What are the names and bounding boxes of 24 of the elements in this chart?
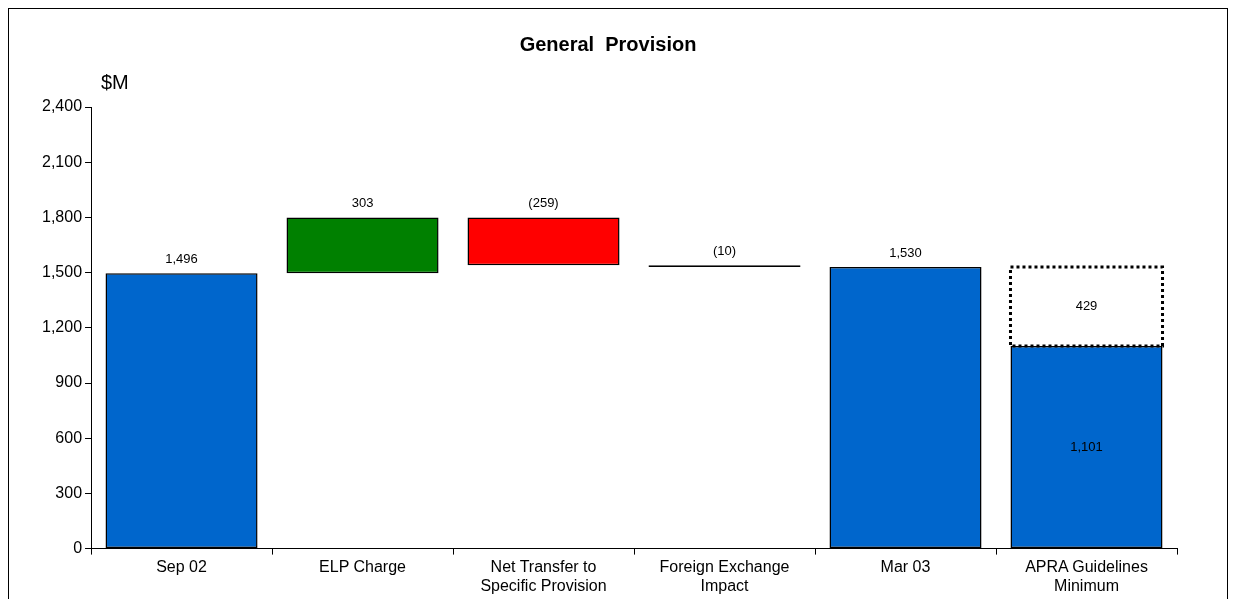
x-tick-label: Mar 03: [880, 557, 931, 575]
y-tick-label: 300: [55, 483, 83, 501]
data-label: 303: [351, 195, 374, 211]
data-label: 1,530: [889, 244, 922, 260]
data-label: 429: [1075, 298, 1098, 314]
x-tick-label: ELP Charge: [319, 557, 407, 575]
y-tick-label: 2,100: [41, 152, 83, 170]
x-tick-label: Sep 02: [156, 557, 207, 575]
y-tick-label: 2,400: [41, 97, 83, 115]
x-tick-label: Foreign Exchange Impact: [659, 557, 790, 594]
data-label: 1,101: [1070, 438, 1103, 454]
data-label: (10): [712, 242, 737, 258]
y-tick-label: 1,500: [41, 263, 83, 281]
data-label: 1,496: [165, 250, 198, 266]
y-tick-label: 1,200: [41, 318, 83, 336]
x-tick-label: APRA Guidelines Minimum: [1025, 557, 1148, 594]
y-tick-label: 900: [55, 373, 83, 391]
x-tick-label: Net Transfer to Specific Provision: [480, 557, 607, 594]
chart-title: General Provision: [519, 32, 697, 55]
y-axis-title: $M: [101, 71, 129, 94]
data-label: (259): [528, 195, 559, 211]
y-tick-label: 1,800: [41, 207, 83, 225]
y-tick-label: 0: [73, 539, 83, 557]
y-tick-label: 600: [55, 428, 83, 446]
